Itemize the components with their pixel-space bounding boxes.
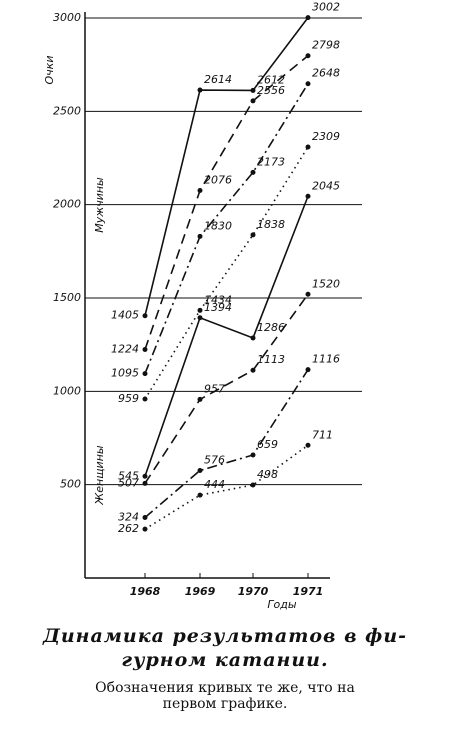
y-tick-label: 2000 (53, 198, 81, 211)
point (142, 313, 148, 319)
point (250, 232, 256, 238)
point (305, 15, 311, 21)
data-label: 1095 (111, 367, 139, 380)
point (305, 81, 311, 87)
data-label: 959 (118, 392, 139, 405)
data-label: 498 (257, 468, 278, 481)
data-label: 2556 (257, 84, 285, 97)
point (197, 492, 203, 498)
caption: Динамика результатов в фи- гурном катани… (0, 624, 450, 712)
caption-line: первом графике. (162, 696, 288, 712)
data-label: 2173 (257, 155, 285, 168)
data-label: 2309 (312, 130, 340, 143)
data-label: 2648 (312, 67, 340, 80)
point (250, 452, 256, 458)
y-tick-label: 2500 (53, 104, 81, 117)
point (142, 371, 148, 377)
point (305, 53, 311, 59)
caption-line: гурном катании. (121, 649, 329, 671)
point (250, 98, 256, 104)
point (197, 396, 203, 402)
line (144, 83, 309, 374)
y-tick-label: 1500 (53, 291, 81, 304)
data-label: 957 (204, 382, 225, 395)
data-label: 1113 (257, 353, 285, 366)
data-label: 2614 (204, 73, 232, 86)
line (144, 293, 309, 484)
data-label: 659 (257, 438, 278, 451)
data-label: 1838 (257, 218, 285, 231)
data-label: 2612 (257, 73, 285, 86)
y-axis-label: Очки (43, 56, 56, 85)
point (250, 335, 256, 341)
point (305, 291, 311, 297)
point (142, 347, 148, 353)
data-label: 444 (204, 478, 225, 491)
data-label: 262 (118, 522, 139, 535)
data-label: 1434 (204, 293, 232, 306)
y-tick-label: 3000 (53, 11, 81, 24)
line (144, 17, 309, 316)
caption-line: Динамика результатов в фи- (42, 625, 408, 647)
data-label: 3002 (312, 1, 340, 14)
data-label: 1830 (204, 219, 232, 232)
x-tick-label: 1969 (185, 585, 216, 598)
data-label: 2076 (204, 173, 232, 186)
data-label: 2045 (312, 179, 340, 192)
point (197, 187, 203, 193)
line (144, 146, 309, 400)
point (250, 482, 256, 488)
y-tick-label: 1000 (53, 384, 81, 397)
caption-note: Обозначения кривых те же, что на первом … (0, 680, 450, 712)
point (250, 367, 256, 373)
line (144, 55, 309, 350)
data-label: 1394 (204, 301, 232, 314)
point (305, 193, 311, 199)
data-label: 1520 (312, 277, 340, 290)
point (142, 473, 148, 479)
line (144, 195, 309, 477)
line (144, 369, 309, 519)
caption-line: Обозначения кривых те же, что на (95, 680, 355, 696)
point (142, 515, 148, 521)
point (305, 367, 311, 373)
point (305, 144, 311, 150)
point (197, 233, 203, 239)
caption-title: Динамика результатов в фи- гурном катани… (0, 624, 450, 672)
data-label: 2798 (312, 39, 340, 52)
data-label: 1116 (312, 353, 340, 366)
point (197, 467, 203, 473)
point (197, 315, 203, 321)
point (142, 480, 148, 486)
x-tick-label: 1971 (293, 585, 324, 598)
data-label: 1286 (257, 321, 285, 334)
data-label: 507 (118, 476, 139, 489)
point (250, 87, 256, 93)
chart: Очки Годы Мужчины Женщины 50010001500200… (43, 1, 362, 611)
x-axis-label: Годы (267, 598, 296, 611)
x-tick-label: 1970 (238, 585, 269, 598)
data-label: 324 (118, 511, 139, 524)
point (197, 307, 203, 313)
annotation: Женщины (93, 445, 106, 506)
data-label: 1224 (111, 343, 139, 356)
point (305, 442, 311, 448)
data-label: 1405 (111, 309, 139, 322)
line (144, 444, 309, 530)
data-label: 545 (118, 469, 139, 482)
data-label: 576 (204, 453, 225, 466)
point (142, 526, 148, 532)
y-tick-label: 500 (60, 478, 81, 491)
data-label: 711 (312, 428, 333, 441)
x-tick-label: 1968 (130, 585, 161, 598)
point (250, 169, 256, 175)
point (197, 87, 203, 93)
point (142, 396, 148, 402)
